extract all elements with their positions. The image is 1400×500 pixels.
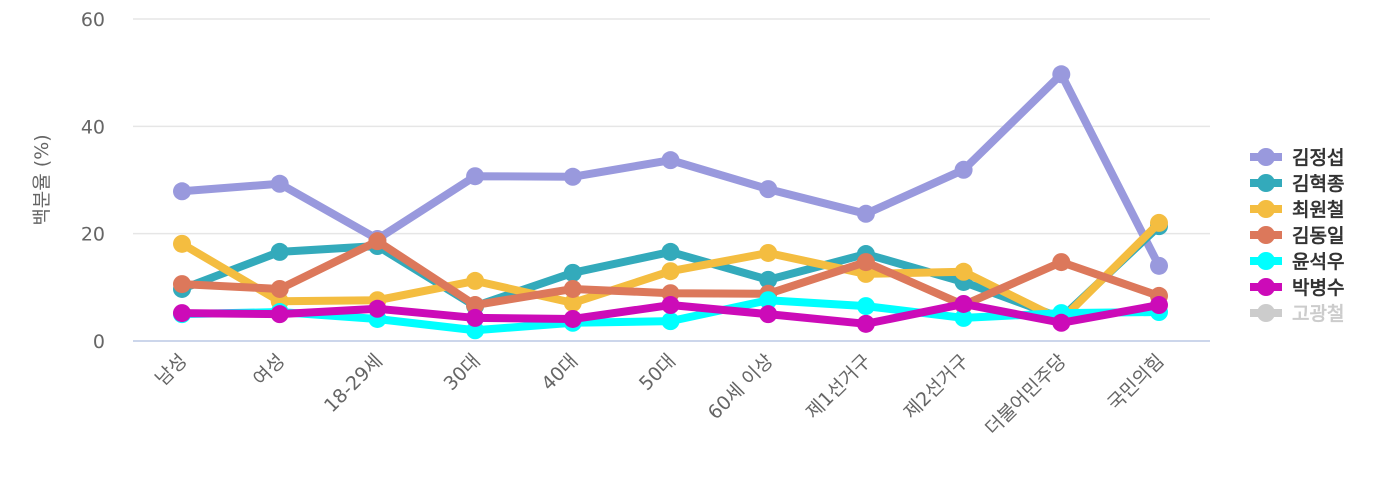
data-point: [759, 180, 778, 199]
data-point: [661, 262, 680, 281]
data-point: [954, 160, 973, 179]
series-박병수: [173, 294, 1168, 333]
data-point: [661, 151, 680, 170]
data-point: [954, 294, 973, 313]
data-point: [173, 234, 191, 253]
legend-marker-icon: [1257, 200, 1275, 218]
x-tick-label: 더불어민주당: [981, 350, 1071, 440]
y-axis-label: 백분율 (%): [31, 134, 53, 225]
data-point: [563, 279, 582, 298]
data-point: [1150, 256, 1168, 275]
data-point: [759, 305, 778, 324]
data-point: [661, 312, 680, 331]
data-point: [270, 242, 289, 261]
y-tick-label: 0: [93, 331, 105, 353]
series-김정섭: [173, 65, 1168, 275]
legend-item[interactable]: 김동일: [1250, 225, 1344, 247]
y-tick-label: 60: [81, 9, 105, 31]
data-point: [466, 321, 485, 340]
legend-label: 박병수: [1292, 277, 1344, 299]
legend-item[interactable]: 최원철: [1250, 199, 1344, 221]
data-point: [563, 167, 582, 186]
data-point: [1052, 253, 1071, 272]
legend-marker-icon: [1257, 252, 1275, 270]
legend-label: 최원철: [1292, 199, 1344, 221]
legend-item[interactable]: 박병수: [1250, 277, 1344, 299]
x-tick-label: 제1선거구: [802, 350, 876, 424]
legend-item[interactable]: 고광철: [1250, 303, 1344, 325]
x-tick-label: 40대: [537, 350, 582, 395]
x-tick-label: 제2선거구: [900, 350, 974, 424]
data-point: [270, 279, 289, 298]
data-point: [466, 308, 485, 327]
data-point: [173, 304, 191, 323]
data-point: [270, 174, 289, 193]
data-point: [368, 232, 387, 251]
data-point: [173, 182, 191, 201]
data-point: [954, 308, 973, 327]
x-tick-label: 남성: [151, 350, 191, 390]
data-point: [368, 299, 387, 318]
legend-label: 윤석우: [1292, 251, 1344, 273]
data-point: [856, 204, 875, 223]
legend-label: 김동일: [1292, 225, 1344, 247]
x-tick-label: 30대: [440, 350, 485, 395]
legend-label: 김혁종: [1292, 173, 1344, 195]
data-point: [954, 262, 973, 281]
data-point: [1150, 213, 1168, 232]
data-point: [1052, 65, 1071, 84]
legend-label: 김정섭: [1292, 147, 1344, 169]
x-tick-label: 50대: [635, 350, 680, 395]
legend-marker-icon: [1257, 278, 1275, 296]
data-point: [661, 296, 680, 315]
data-point: [173, 275, 191, 294]
legend-item[interactable]: 김정섭: [1250, 147, 1344, 169]
legend-marker-icon: [1257, 226, 1275, 244]
x-tick-label: 18-29세: [320, 350, 387, 417]
legend-label: 고광철: [1292, 303, 1344, 325]
legend-item[interactable]: 김혁종: [1250, 173, 1344, 195]
legend-item[interactable]: 윤석우: [1250, 251, 1344, 273]
legend-marker-icon: [1257, 148, 1275, 166]
data-point: [856, 253, 875, 272]
legend-marker-icon: [1257, 304, 1275, 322]
y-tick-label: 40: [81, 116, 105, 138]
data-point: [759, 291, 778, 310]
legend-marker-icon: [1257, 174, 1275, 192]
series-line: [181, 70, 1163, 268]
data-point: [856, 314, 875, 333]
data-point: [759, 270, 778, 289]
data-point: [856, 297, 875, 316]
data-point: [466, 296, 485, 315]
data-point: [270, 305, 289, 324]
data-point: [759, 243, 778, 262]
y-tick-label: 20: [81, 224, 105, 246]
x-tick-label: 60세 이상: [704, 350, 778, 424]
data-point: [563, 263, 582, 282]
data-point: [661, 242, 680, 261]
data-point: [466, 271, 485, 290]
x-tick-label: 국민의힘: [1104, 350, 1169, 415]
data-point: [1052, 313, 1071, 332]
data-point: [1150, 296, 1168, 315]
data-point: [563, 309, 582, 328]
data-point: [563, 293, 582, 312]
data-point: [466, 167, 485, 186]
x-tick-label: 여성: [249, 350, 289, 390]
